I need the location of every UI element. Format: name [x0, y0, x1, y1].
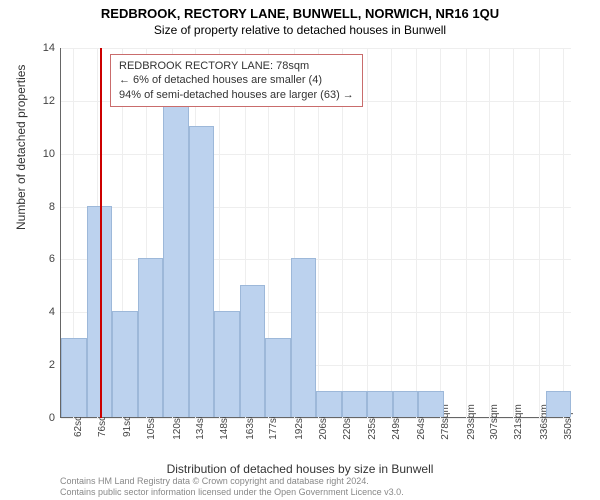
footer-line-2: Contains public sector information licen…	[60, 487, 404, 498]
histogram-bar	[546, 391, 572, 417]
histogram-bar	[240, 285, 266, 417]
histogram-bar	[112, 311, 138, 417]
xtick-label: 307sqm	[489, 404, 500, 440]
histogram-bar	[291, 258, 317, 417]
ytick-label: 4	[49, 306, 55, 318]
ytick-label: 6	[49, 253, 55, 265]
gridline-horizontal	[61, 154, 571, 155]
histogram-bar	[265, 338, 291, 417]
histogram-bar	[342, 391, 368, 417]
reference-line	[100, 48, 102, 418]
histogram-bar	[189, 126, 215, 417]
gridline-vertical	[513, 48, 514, 418]
gridline-vertical	[391, 48, 392, 418]
gridline-vertical	[539, 48, 540, 418]
histogram-bar	[163, 100, 189, 417]
chart-subtitle: Size of property relative to detached ho…	[0, 21, 600, 37]
xtick-label: 321sqm	[513, 404, 524, 440]
gridline-vertical	[563, 48, 564, 418]
histogram-bar	[316, 391, 342, 417]
footer: Contains HM Land Registry data © Crown c…	[60, 476, 404, 498]
gridline-vertical	[416, 48, 417, 418]
histogram-bar	[367, 391, 393, 417]
chart-title: REDBROOK, RECTORY LANE, BUNWELL, NORWICH…	[0, 0, 600, 21]
ytick-label: 8	[49, 201, 55, 213]
info-box: REDBROOK RECTORY LANE: 78sqm ← 6% of det…	[110, 54, 363, 107]
ytick-label: 10	[43, 148, 55, 160]
histogram-bar	[418, 391, 444, 417]
gridline-horizontal	[61, 48, 571, 49]
y-axis-label: Number of detached properties	[14, 65, 28, 230]
chart-container: REDBROOK, RECTORY LANE, BUNWELL, NORWICH…	[0, 0, 600, 500]
histogram-bar	[138, 258, 164, 417]
gridline-vertical	[489, 48, 490, 418]
ytick-label: 12	[43, 95, 55, 107]
gridline-vertical	[440, 48, 441, 418]
histogram-bar	[214, 311, 240, 417]
x-axis-label: Distribution of detached houses by size …	[0, 462, 600, 476]
histogram-bar	[61, 338, 87, 417]
plot-area: 0246810121462sqm76sqm91sqm105sqm120sqm13…	[60, 48, 570, 418]
info-line-1: REDBROOK RECTORY LANE: 78sqm	[119, 59, 354, 73]
gridline-vertical	[466, 48, 467, 418]
footer-line-1: Contains HM Land Registry data © Crown c…	[60, 476, 404, 487]
histogram-bar	[393, 391, 419, 417]
gridline-horizontal	[61, 207, 571, 208]
xtick-label: 293sqm	[466, 404, 477, 440]
gridline-vertical	[367, 48, 368, 418]
info-line-2: ← 6% of detached houses are smaller (4)	[119, 73, 354, 87]
info-line-3: 94% of semi-detached houses are larger (…	[119, 88, 354, 102]
ytick-label: 2	[49, 359, 55, 371]
ytick-label: 14	[43, 42, 55, 54]
ytick-label: 0	[49, 412, 55, 424]
